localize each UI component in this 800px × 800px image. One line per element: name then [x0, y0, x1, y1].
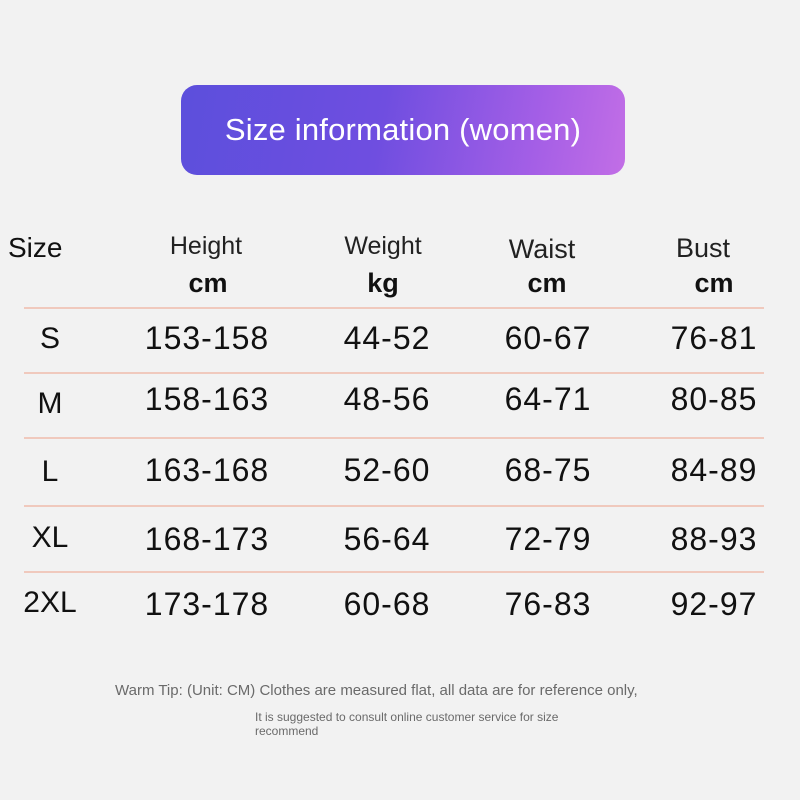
waist-value: 68-75	[504, 452, 592, 488]
row-divider	[24, 372, 764, 374]
waist-value: 60-67	[504, 320, 592, 356]
height-value: 163-168	[144, 452, 270, 488]
service-suggestion-note: It is suggested to consult online custom…	[255, 710, 559, 738]
row-size: L	[41, 455, 59, 488]
bust-unit: cm	[694, 268, 734, 298]
weight-value: 56-64	[343, 521, 431, 557]
weight-value: 60-68	[343, 586, 431, 622]
waist-value: 64-71	[504, 381, 592, 417]
row-size: M	[37, 387, 63, 420]
bust-value: 84-89	[670, 452, 758, 488]
bust-value: 80-85	[670, 381, 758, 417]
waist-value: 76-83	[504, 586, 592, 622]
bust-value: 76-81	[670, 320, 758, 356]
height-value: 173-178	[144, 586, 270, 622]
bust-value: 88-93	[670, 521, 758, 557]
height-value: 168-173	[144, 521, 270, 557]
bust-header: Bust	[675, 233, 731, 263]
row-divider	[24, 571, 764, 573]
warm-tip-note: Warm Tip: (Unit: CM) Clothes are measure…	[115, 682, 638, 699]
weight-value: 48-56	[343, 381, 431, 417]
height-unit: cm	[188, 268, 228, 298]
height-value: 153-158	[144, 320, 270, 356]
height-value: 158-163	[144, 381, 270, 417]
weight-header: Weight	[344, 232, 422, 260]
bust-value: 92-97	[670, 586, 758, 622]
weight-value: 52-60	[343, 452, 431, 488]
page-title: Size information (women)	[224, 112, 582, 147]
waist-header: Waist	[508, 234, 576, 264]
row-divider	[24, 437, 764, 439]
height-header: Height	[169, 232, 243, 260]
title-banner: Size information (women)	[181, 85, 625, 175]
waist-unit: cm	[527, 268, 567, 298]
row-size: XL	[31, 521, 69, 554]
row-size: 2XL	[23, 586, 77, 619]
size-column-header: Size	[8, 232, 63, 263]
row-divider	[24, 505, 764, 507]
row-size: S	[39, 322, 60, 355]
weight-unit: kg	[367, 268, 399, 298]
waist-value: 72-79	[504, 521, 592, 557]
row-divider	[24, 307, 764, 309]
weight-value: 44-52	[343, 320, 431, 356]
